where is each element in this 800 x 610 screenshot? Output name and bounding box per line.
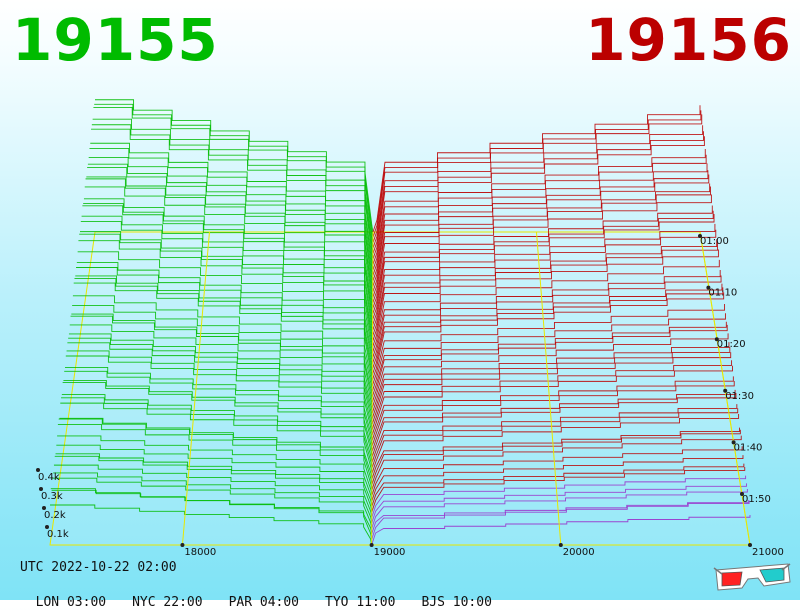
- time-tick-label: 01:50: [742, 494, 771, 505]
- ask-depth-line: [371, 275, 722, 364]
- bid-depth-line: [57, 424, 373, 491]
- bid-depth-line: [57, 435, 373, 496]
- grid-depth-line: [181, 231, 210, 546]
- bid-depth-line: [72, 304, 373, 392]
- utc-time: UTC 2022-10-22 02:00: [20, 560, 177, 575]
- x-tick-marker: [748, 543, 752, 547]
- time-tick-label: 01:20: [717, 339, 746, 350]
- time-tick-marker: [723, 388, 728, 393]
- ask-depth-line: [371, 429, 741, 485]
- time-tick-label: 01:10: [708, 288, 737, 299]
- bid-depth-line: [50, 488, 373, 540]
- y-tick-marker: [42, 506, 46, 510]
- ask-depth-line: [372, 194, 712, 304]
- y-tick-marker: [36, 468, 40, 472]
- ask-depth-line: [371, 455, 744, 502]
- 3d-glasses-icon[interactable]: [712, 560, 792, 596]
- bid-depth-line: [92, 118, 374, 249]
- bid-depth-line: [73, 282, 373, 381]
- ask-depth-line: [372, 249, 719, 348]
- floor-plane: [50, 232, 750, 545]
- y-tick-label: 0.2k: [44, 510, 66, 521]
- x-tick-label: 18000: [184, 547, 216, 558]
- ask-depth-line: [372, 259, 720, 353]
- ask-depth-line: [371, 500, 750, 540]
- bid-depth-line: [62, 382, 373, 458]
- bid-depth-line: [93, 106, 374, 244]
- time-tick-marker: [706, 285, 711, 290]
- ask-depth-line: [371, 483, 747, 524]
- ask-depth-line: [371, 475, 747, 518]
- ask-depth-line: [371, 292, 725, 381]
- time-tick-marker: [731, 440, 736, 445]
- y-tick-label: 0.3k: [41, 491, 63, 502]
- ask-depth-line: [371, 381, 735, 447]
- bid-depth-line: [64, 370, 373, 447]
- bid-depth-line: [78, 240, 373, 348]
- bid-price-label: 19155: [12, 6, 219, 74]
- time-tick-label: 01:00: [700, 236, 729, 247]
- ask-depth-line: [372, 136, 705, 260]
- grid-depth-line: [535, 231, 562, 546]
- ask-depth-line: [371, 463, 745, 507]
- ask-depth-line: [371, 333, 729, 408]
- zone-bjs: BJS 10:00: [421, 595, 492, 610]
- ask-depth-line: [372, 110, 702, 238]
- time-tick-label: 01:30: [725, 391, 754, 402]
- timezone-row: LON 03:00 NYC 22:00 PAR 04:00 TYO 11:00 BJS …: [20, 580, 518, 610]
- x-tick-marker: [558, 543, 563, 547]
- ask-depth-line: [372, 229, 717, 331]
- bid-depth-line: [69, 324, 373, 408]
- bid-depth-line: [56, 444, 373, 502]
- y-tick-marker: [39, 487, 43, 491]
- ask-depth-line: [371, 413, 740, 474]
- bid-depth-line: [70, 315, 373, 403]
- ask-depth-line: [371, 324, 728, 403]
- ask-depth-line: [371, 446, 743, 496]
- bid-depth-line: [50, 504, 373, 546]
- zone-lon: LON 03:00: [35, 595, 107, 610]
- ask-depth-line: [371, 393, 737, 458]
- bid-depth-line: [84, 186, 374, 304]
- zone-tyo: TYO 11:00: [325, 595, 396, 610]
- zone-nyc: NYC 22:00: [132, 595, 203, 610]
- bid-depth-line: [52, 477, 373, 529]
- x-tick-label: 20000: [563, 547, 595, 558]
- ask-depth-line: [371, 352, 732, 425]
- grid-depth-line: [371, 231, 374, 546]
- ask-depth-line: [372, 114, 703, 244]
- ask-depth-line: [371, 435, 742, 491]
- time-tick-label: 01:40: [734, 442, 763, 453]
- ask-depth-line: [371, 365, 733, 436]
- ask-depth-line: [371, 313, 726, 392]
- ask-depth-line: [371, 304, 726, 386]
- y-tick-label: 0.4k: [38, 472, 60, 483]
- x-tick-marker: [180, 543, 185, 547]
- ask-price-label: 19156: [585, 6, 792, 74]
- bid-depth-line: [91, 128, 374, 260]
- bid-depth-line: [65, 355, 373, 436]
- bid-depth-line: [53, 472, 373, 524]
- ask-depth-line: [371, 408, 739, 469]
- ask-depth-line: [371, 489, 748, 529]
- time-tick-marker: [714, 337, 719, 342]
- time-tick-marker: [698, 234, 702, 238]
- y-tick-marker: [45, 525, 49, 529]
- x-tick-label: 19000: [374, 547, 406, 558]
- bid-depth-line: [72, 295, 373, 386]
- bid-depth-line: [60, 402, 373, 474]
- bid-depth-line: [53, 464, 373, 518]
- bid-depth-line: [67, 342, 373, 425]
- bid-depth-line: [54, 455, 373, 513]
- zone-par: PAR 04:00: [228, 595, 300, 610]
- ask-depth-line: [371, 467, 746, 513]
- y-tick-label: 0.1k: [47, 529, 69, 540]
- x-tick-marker: [369, 543, 374, 547]
- bid-depth-line: [77, 251, 373, 353]
- time-tick-marker: [740, 492, 744, 496]
- ask-depth-line: [372, 214, 715, 321]
- x-tick-label: 21000: [752, 547, 784, 558]
- ask-depth-line: [371, 515, 751, 546]
